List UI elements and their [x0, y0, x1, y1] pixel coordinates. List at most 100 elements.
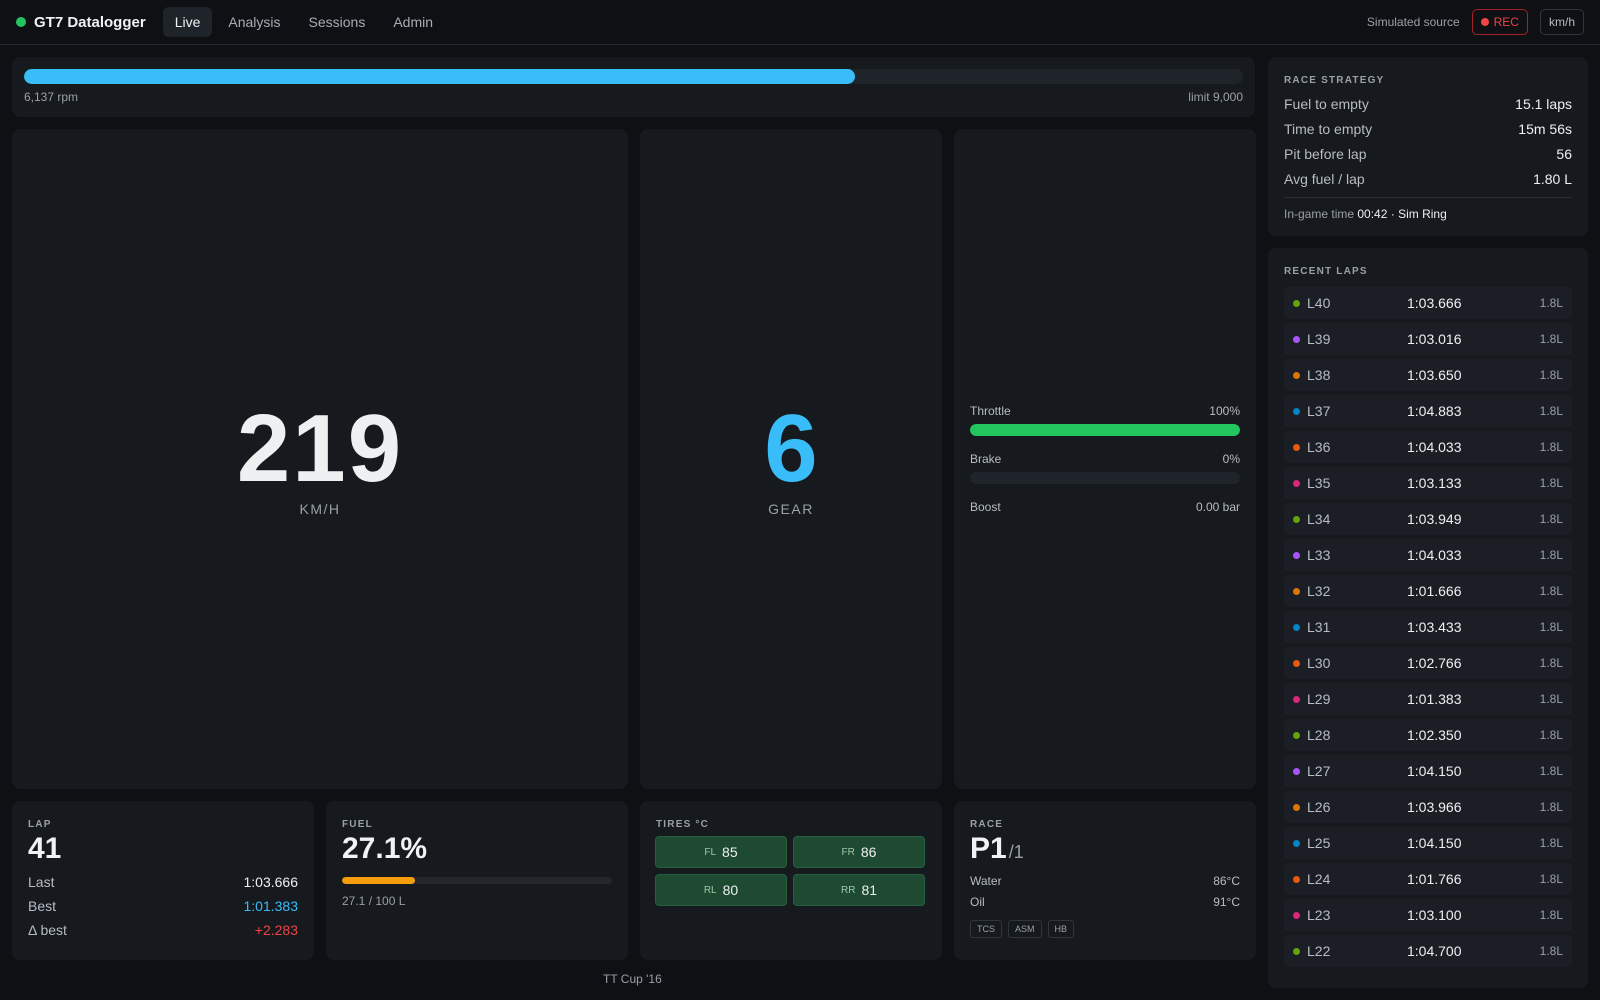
app-title: GT7 Datalogger	[34, 13, 146, 31]
lap-color-dot-icon	[1293, 767, 1300, 775]
lap-time: 1:03.949	[1407, 511, 1462, 527]
lap-row[interactable]: L26 1:03.966 1.8L	[1284, 791, 1572, 823]
rpm-current: 6,137 rpm	[24, 90, 79, 104]
lap-time: 1:01.666	[1407, 583, 1462, 599]
lap-color-dot-icon	[1293, 623, 1300, 631]
lap-time: 1:03.433	[1407, 619, 1462, 635]
lap-number: L26	[1307, 799, 1331, 815]
delta-best-label: Δ best	[28, 922, 67, 938]
last-lap-row: Last 1:03.666	[28, 874, 298, 890]
boost-row: Boost 0.00 bar	[970, 500, 1240, 514]
race-position-total: /1	[1008, 842, 1024, 862]
top-bar: GT7 Datalogger Live Analysis Sessions Ad…	[0, 0, 1600, 45]
aid-badge-asm: ASM	[1008, 920, 1042, 938]
water-temp-row: Water 86°C	[970, 874, 1240, 888]
lap-row[interactable]: L39 1:03.016 1.8L	[1284, 323, 1572, 355]
fuel-card-title: FUEL	[342, 819, 373, 830]
lap-row[interactable]: L31 1:03.433 1.8L	[1284, 611, 1572, 643]
lap-time: 1:03.016	[1407, 331, 1462, 347]
lap-color-dot-icon	[1293, 515, 1300, 523]
strategy-title: RACE STRATEGY	[1284, 75, 1385, 86]
brake-row: Brake 0%	[970, 452, 1240, 466]
lap-row[interactable]: L30 1:02.766 1.8L	[1284, 647, 1572, 679]
lap-time: 1:01.766	[1407, 871, 1462, 887]
lap-row[interactable]: L23 1:03.100 1.8L	[1284, 899, 1572, 931]
rpm-bar	[24, 69, 1243, 84]
lap-number: L31	[1307, 619, 1331, 635]
lap-number: L27	[1307, 763, 1331, 779]
last-lap-label: Last	[28, 874, 55, 890]
lap-row[interactable]: L36 1:04.033 1.8L	[1284, 431, 1572, 463]
lap-number: L25	[1307, 835, 1331, 851]
tires-card-title: TIRES °C	[656, 819, 710, 830]
gear-label: GEAR	[768, 501, 814, 517]
lap-row[interactable]: L40 1:03.666 1.8L	[1284, 287, 1572, 319]
strategy-label: Fuel to empty	[1284, 96, 1369, 112]
lap-row[interactable]: L38 1:03.650 1.8L	[1284, 359, 1572, 391]
last-lap-time: 1:03.666	[243, 874, 299, 890]
nav-tab-live[interactable]: Live	[162, 7, 213, 37]
lap-time: 1:04.150	[1407, 763, 1462, 779]
race-position: P1 /1	[970, 834, 1240, 864]
strategy-row: Pit before lap 56	[1284, 146, 1572, 162]
nav-tab-admin[interactable]: Admin	[393, 14, 434, 30]
lap-card: LAP 41 Last 1:03.666 Best 1:01.383 Δ bes…	[12, 801, 314, 960]
rpm-limit: limit 9,000	[1188, 90, 1243, 104]
tire-rl-temp: 80	[722, 882, 739, 898]
strategy-value: 56	[1556, 146, 1572, 162]
lap-time: 1:03.133	[1407, 475, 1462, 491]
strategy-row: Fuel to empty 15.1 laps	[1284, 96, 1572, 112]
lap-row[interactable]: L37 1:04.883 1.8L	[1284, 395, 1572, 427]
lap-fuel: 1.8L	[1539, 512, 1563, 526]
tire-rl: RL 80	[655, 874, 787, 906]
lap-row[interactable]: L29 1:01.383 1.8L	[1284, 683, 1572, 715]
strategy-value: 15.1 laps	[1515, 96, 1572, 112]
strategy-row: Avg fuel / lap 1.80 L	[1284, 171, 1572, 187]
lap-time: 1:04.150	[1407, 835, 1462, 851]
aid-badge-tcs: TCS	[970, 920, 1002, 938]
lap-number: L23	[1307, 907, 1331, 923]
lap-fuel: 1.8L	[1539, 728, 1563, 742]
lap-row[interactable]: L24 1:01.766 1.8L	[1284, 863, 1572, 895]
pedals-panel: Throttle 100% Brake 0% Boost 0.00 bar	[954, 129, 1256, 789]
lap-color-dot-icon	[1293, 299, 1300, 307]
lap-row[interactable]: L35 1:03.133 1.8L	[1284, 467, 1572, 499]
lap-row[interactable]: L25 1:04.150 1.8L	[1284, 827, 1572, 859]
lap-fuel: 1.8L	[1539, 656, 1563, 670]
best-lap-time: 1:01.383	[243, 898, 299, 914]
race-strategy-panel: RACE STRATEGY Fuel to empty 15.1 laps Ti…	[1268, 57, 1588, 236]
throttle-bar-fill	[970, 424, 1240, 436]
oil-temp-label: Oil	[970, 895, 985, 909]
tire-fr-label: FR	[841, 846, 855, 858]
lap-fuel: 1.8L	[1539, 332, 1563, 346]
lap-color-dot-icon	[1293, 731, 1300, 739]
lap-row[interactable]: L22 1:04.700 1.8L	[1284, 935, 1572, 967]
lap-color-dot-icon	[1293, 587, 1300, 595]
gear-value: 6	[764, 395, 818, 502]
tire-rr-temp: 81	[861, 882, 878, 898]
lap-fuel: 1.8L	[1539, 908, 1563, 922]
record-button[interactable]: REC	[1471, 9, 1528, 35]
record-label: REC	[1493, 15, 1519, 29]
lap-number: L35	[1307, 475, 1331, 491]
status-dot-icon	[16, 17, 26, 27]
nav-tab-analysis[interactable]: Analysis	[228, 14, 281, 30]
lap-row[interactable]: L28 1:02.350 1.8L	[1284, 719, 1572, 751]
fuel-bar-fill	[342, 877, 416, 884]
app-brand[interactable]: GT7 Datalogger	[16, 14, 146, 31]
tire-fl: FL 85	[655, 836, 787, 868]
unit-toggle-button[interactable]: km/h	[1539, 9, 1584, 35]
lap-row[interactable]: L32 1:01.666 1.8L	[1284, 575, 1572, 607]
lap-fuel: 1.8L	[1539, 620, 1563, 634]
lap-time: 1:03.650	[1407, 367, 1462, 383]
lap-row[interactable]: L27 1:04.150 1.8L	[1284, 755, 1572, 787]
nav-tab-sessions[interactable]: Sessions	[308, 14, 366, 30]
lap-number: L37	[1307, 403, 1331, 419]
ingame-time-label: In-game time	[1284, 207, 1355, 221]
lap-color-dot-icon	[1293, 803, 1300, 811]
lap-row[interactable]: L34 1:03.949 1.8L	[1284, 503, 1572, 535]
lap-row[interactable]: L33 1:04.033 1.8L	[1284, 539, 1572, 571]
strategy-value: 15m 56s	[1518, 121, 1572, 137]
lap-number: L22	[1307, 943, 1331, 959]
brake-label: Brake	[970, 452, 1002, 466]
